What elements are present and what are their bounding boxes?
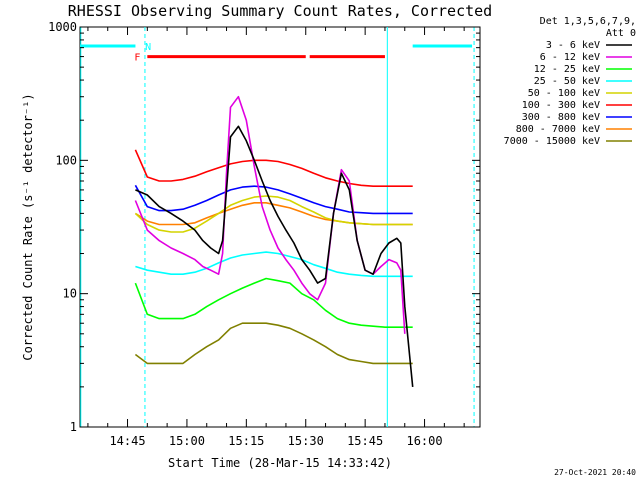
series-line-300-800-kev — [134, 184, 413, 215]
legend-label-300-800-kev: 300 - 800 keV — [522, 112, 600, 123]
x-tick-label: 16:00 — [406, 434, 442, 448]
legend-label-100-300-kev: 100 - 300 keV — [522, 100, 600, 111]
x-tick-label: 15:00 — [169, 434, 205, 448]
x-tick-label: 15:45 — [347, 434, 383, 448]
y-tick-label: 10 — [63, 287, 77, 301]
legend-label-800-7000-kev: 800 - 7000 keV — [516, 124, 600, 135]
legend-label-12-25-kev: 12 - 25 keV — [534, 64, 600, 75]
footer-timestamp: 27-Oct-2021 20:40 — [554, 468, 636, 477]
plot-frame — [79, 26, 481, 428]
vertical-lines — [80, 27, 475, 427]
status-bars — [80, 44, 473, 59]
y-tick-label: 1 — [70, 420, 77, 434]
series-line-3-6-kev — [135, 125, 414, 387]
y-axis-label: Corrected Count Rate (s⁻¹ detector⁻¹) — [21, 93, 35, 360]
y-tick-label: 1000 — [48, 20, 77, 34]
legend-label-6-12-kev: 6 - 12 keV — [540, 52, 600, 63]
series-line-25-50-kev — [135, 251, 413, 278]
x-tick-label: 15:15 — [228, 434, 264, 448]
series-line-12-25-kev — [134, 277, 413, 329]
legend-header-1: Det 1,3,5,6,7,9, — [540, 16, 636, 27]
y-axis: 1 10 100 1000 — [48, 20, 480, 434]
x-tick-label: 14:45 — [109, 434, 145, 448]
series-line-6-12-kev — [134, 95, 406, 334]
legend-header-2: Att 0 — [606, 28, 636, 39]
x-tick-label: 15:30 — [288, 434, 324, 448]
series-line-50-100-kev — [134, 195, 413, 233]
x-axis-label: Start Time (28-Mar-15 14:33:42) — [168, 456, 392, 470]
legend-label-7000-15000-kev: 7000 - 15000 keV — [504, 136, 600, 147]
legend-label-50-100-kev: 50 - 100 keV — [528, 88, 600, 99]
series-line-100-300-kev — [134, 149, 413, 187]
series-line-7000-15000-kev — [134, 322, 413, 365]
legend-label-25-50-kev: 25 - 50 keV — [534, 76, 600, 87]
marker-f: F — [134, 53, 140, 64]
y-tick-label: 100 — [55, 153, 77, 167]
chart-title: RHESSI Observing Summary Count Rates, Co… — [68, 2, 492, 20]
x-axis: 14:45 15:00 15:15 15:30 15:45 16:00 — [87, 27, 465, 448]
legend-label-3-6-kev: 3 - 6 keV — [546, 40, 600, 51]
marker-n: N — [145, 42, 151, 53]
series-group — [134, 95, 414, 387]
markers: FN — [134, 42, 151, 64]
